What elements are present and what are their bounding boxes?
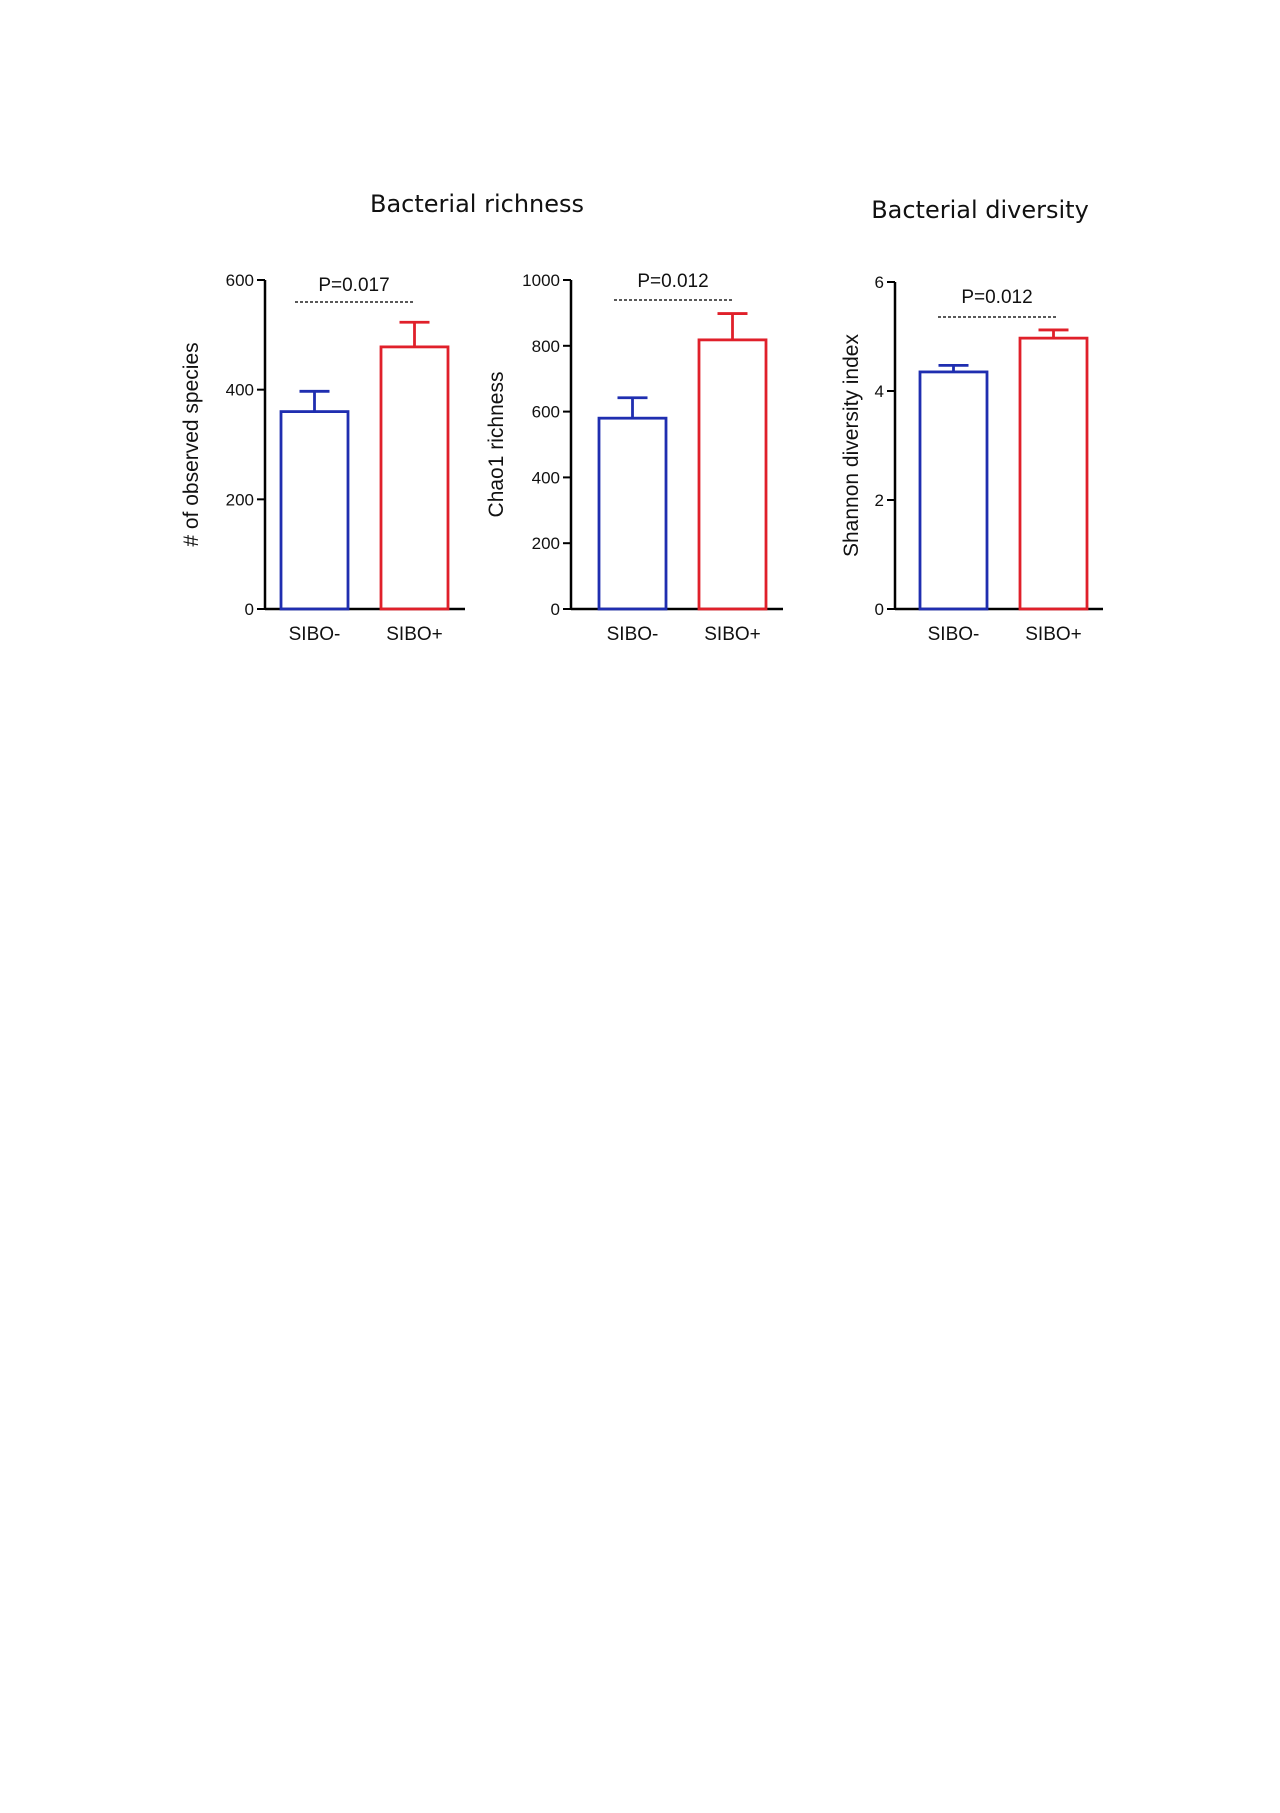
bacterial-diversity-heading: Bacterial diversity <box>871 196 1089 224</box>
y-tick-label: 0 <box>875 600 884 619</box>
y-tick-label: 400 <box>226 381 254 400</box>
bar-SIBO+ <box>379 345 450 611</box>
bar-SIBO- <box>597 416 668 611</box>
y-axis-label: Chao1 richness <box>485 372 508 518</box>
bar-SIBO- <box>918 370 989 611</box>
chart-panel-1: 0 200 400 600 # of observed species SIBO- SIBO… <box>180 271 465 645</box>
category-label: SIBO+ <box>386 624 443 645</box>
bar-SIBO+ <box>697 338 768 611</box>
y-axis-label: # of observed species <box>180 342 203 546</box>
y-tick-label: 1000 <box>522 271 560 290</box>
chart-panel-2: 0 200 400 600 800 1000 Chao1 richness SIBO- SIBO… <box>485 271 783 645</box>
y-tick-label: 200 <box>532 534 560 553</box>
chart-panel-3: 0 2 4 6 Shannon diversity index SIBO- SIBO+ P=0… <box>840 273 1103 645</box>
category-label: SIBO- <box>928 624 980 645</box>
y-tick-label: 6 <box>875 273 884 292</box>
y-tick-label: 0 <box>245 600 254 619</box>
category-label: SIBO+ <box>1025 624 1082 645</box>
p-value-label: P=0.017 <box>318 275 389 296</box>
y-tick-label: 600 <box>532 403 560 422</box>
y-tick-label: 4 <box>875 382 884 401</box>
y-tick-label: 400 <box>532 468 560 487</box>
y-tick-label: 600 <box>226 271 254 290</box>
y-tick-label: 200 <box>226 490 254 509</box>
y-axis-label: Shannon diversity index <box>840 334 863 557</box>
bar-SIBO+ <box>1018 336 1089 611</box>
p-value-label: P=0.012 <box>637 271 708 292</box>
y-tick-label: 2 <box>875 491 884 510</box>
p-value-label: P=0.012 <box>961 287 1032 308</box>
category-label: SIBO+ <box>704 624 761 645</box>
y-tick-label: 0 <box>551 600 560 619</box>
category-label: SIBO- <box>607 624 659 645</box>
category-label: SIBO- <box>289 624 341 645</box>
bacterial-richness-heading: Bacterial richness <box>370 190 585 218</box>
y-tick-label: 800 <box>532 337 560 356</box>
bar-SIBO- <box>279 410 350 611</box>
